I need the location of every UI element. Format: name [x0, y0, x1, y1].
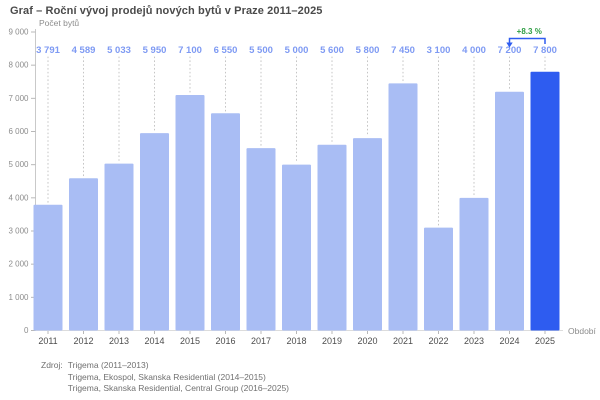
value-label-2024: 7 200 [498, 45, 522, 56]
value-label-2025: 7 800 [533, 45, 557, 56]
value-label-2021: 7 450 [391, 45, 415, 56]
y-tick-label: 4 000 [8, 193, 29, 202]
source-note: Zdroj: Trigema (2011–2013) Trigema, Ekosp… [41, 360, 289, 395]
y-tick-label: 5 000 [8, 160, 29, 169]
value-label-2022: 3 100 [427, 45, 451, 56]
bar-2013 [104, 163, 134, 331]
y-tick-label: 8 000 [8, 61, 29, 70]
bar-2020 [353, 138, 382, 331]
bar-2011 [33, 204, 63, 331]
bar-2012 [69, 178, 98, 331]
annotation-arrowhead [506, 42, 513, 48]
chart-title: Graf – Roční vývoj prodejů nových bytů v… [10, 5, 323, 17]
source-lines: Trigema (2011–2013) Trigema, Ekospol, Ska… [68, 360, 289, 395]
value-label-2014: 5 950 [143, 45, 167, 56]
value-label-2013: 5 033 [107, 45, 131, 56]
x-axis-title: Období [568, 326, 597, 336]
x-tick-label: 2015 [180, 336, 200, 346]
bar-2017 [246, 148, 276, 331]
x-tick-label: 2025 [535, 336, 555, 346]
x-tick-label: 2021 [393, 336, 413, 346]
bar-2019 [317, 144, 347, 331]
x-tick-label: 2011 [38, 336, 57, 346]
y-tick-label: 9 000 [8, 28, 29, 37]
x-tick-label: 2019 [322, 336, 342, 346]
value-label-2015: 7 100 [178, 45, 202, 56]
x-tick-label: 2016 [215, 336, 235, 346]
bar-2025 [530, 71, 560, 331]
bar-2018 [282, 164, 311, 331]
y-tick-label: 3 000 [8, 227, 29, 236]
bar-2023 [459, 197, 489, 331]
annotation-bracket [508, 37, 546, 44]
x-tick-label: 2012 [73, 336, 93, 346]
source-label: Zdroj: [41, 360, 63, 370]
y-axis-title: Počet bytů [39, 18, 79, 28]
x-tick-label: 2017 [251, 336, 271, 346]
value-label-2020: 5 800 [356, 45, 380, 56]
value-label-2016: 6 550 [214, 45, 238, 56]
bar-2016 [211, 113, 240, 331]
y-tick-label: 6 000 [8, 127, 29, 136]
value-label-2023: 4 000 [462, 45, 486, 56]
source-line: Trigema, Ekospol, Skanska Residential (2… [67, 371, 266, 382]
y-tick-label: 0 [24, 326, 29, 335]
bar-2021 [388, 83, 418, 331]
bar-2014 [140, 133, 169, 331]
y-tick-label: 2 000 [8, 260, 29, 269]
x-tick-label: 2018 [286, 336, 306, 346]
value-label-2019: 5 600 [320, 45, 344, 56]
value-label-2018: 5 000 [285, 45, 309, 56]
x-tick-label: 2024 [499, 336, 519, 346]
x-tick-label: 2013 [109, 336, 129, 346]
value-label-2017: 5 500 [249, 45, 273, 56]
x-tick-label: 2020 [357, 336, 377, 346]
bar-2015 [175, 95, 205, 331]
y-tick-label: 7 000 [8, 94, 29, 103]
source-line: Trigema (2011–2013) [67, 360, 149, 370]
bar-2024 [495, 91, 524, 331]
source-line: Trigema, Skanska Residential, Central Gr… [67, 383, 290, 393]
annotation-text: +8.3 % [517, 27, 542, 36]
x-tick-label: 2023 [464, 336, 484, 346]
y-tick-label: 1 000 [8, 293, 29, 302]
value-label-2011: 3 791 [36, 45, 60, 56]
value-label-2012: 4 589 [72, 45, 96, 56]
bar-2022 [424, 227, 453, 331]
x-tick-label: 2014 [144, 336, 164, 346]
x-tick-label: 2022 [428, 336, 448, 346]
